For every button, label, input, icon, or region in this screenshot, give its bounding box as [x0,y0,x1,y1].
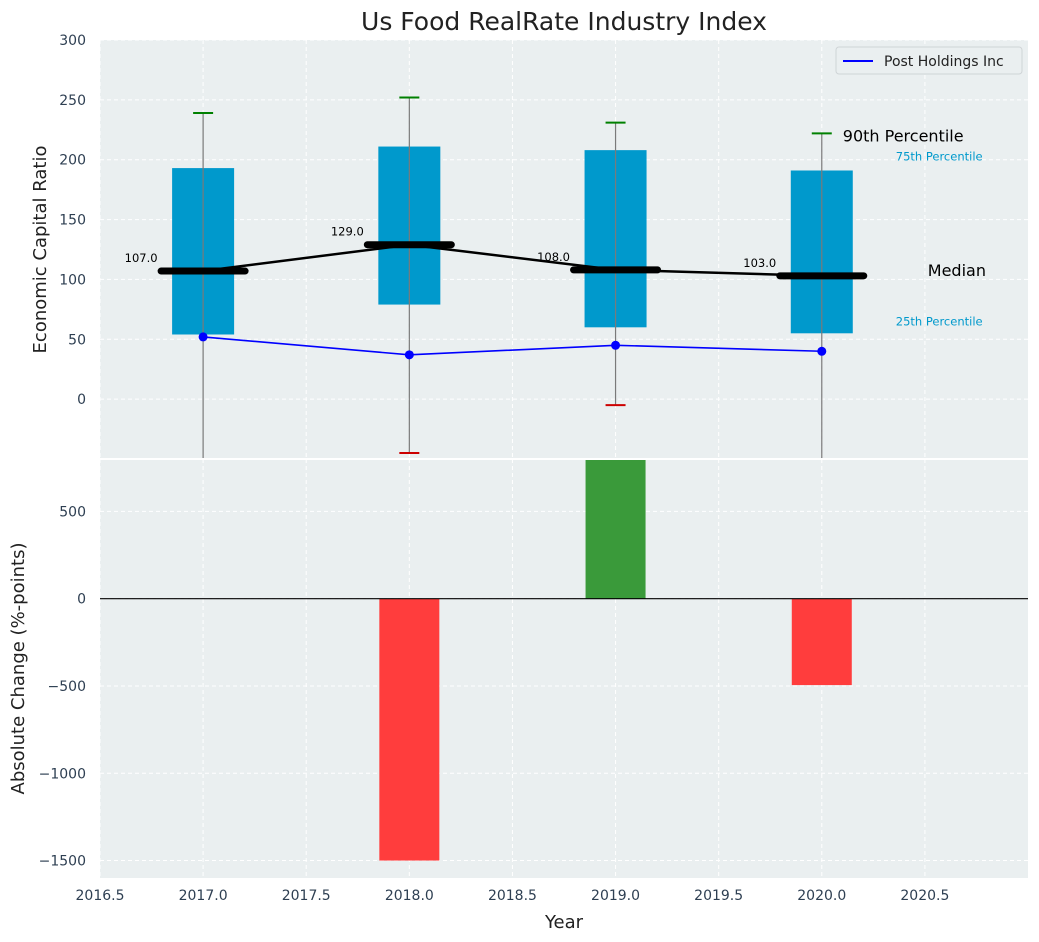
top-marks [157,96,868,459]
x-tick-label: 2019.0 [591,888,640,904]
x-tick-label: 2017.0 [179,888,228,904]
bottom-y-tick-label: 0 [77,592,86,608]
top-y-axis-label: Economic Capital Ratio [30,146,51,354]
bottom-plot-area [100,459,1028,878]
x-axis-label: Year [544,912,584,933]
series-line-post-holdings [203,336,822,356]
median-value-label-2019: 108.0 [537,250,570,264]
bottom-y-tick-label: −500 [48,679,86,695]
legend: Post Holdings Inc [835,46,1023,75]
top-plot-area [100,40,1028,459]
top-y-tick-label: 300 [59,33,86,49]
chart-title: Us Food RealRate Industry Index [361,7,767,36]
legend-box [835,46,1023,75]
bottom-y-tick-label: 500 [59,504,86,520]
median-value-label-2020: 103.0 [743,256,776,270]
top-y-tick-label: 50 [68,332,86,348]
x-tick-label: 2017.5 [282,888,331,904]
x-tick-label: 2020.5 [900,888,949,904]
annotation-25th: 25th Percentile [896,314,983,328]
series-point-2018 [404,350,414,360]
median-line [202,243,822,278]
annotation-90th: 90th Percentile [843,126,964,145]
top-y-tick-label: 200 [59,153,86,169]
series-point-2019 [611,340,621,350]
annotation-75th: 75th Percentile [896,149,983,163]
bottom-y-tick-label: −1500 [39,854,86,870]
series-point-2017 [198,332,208,342]
bottom-y-tick-label: −1000 [39,766,86,782]
median-value-label-2017: 107.0 [125,251,158,265]
median-value-label-2018: 129.0 [331,225,364,239]
top-y-tick-label: 100 [59,272,86,288]
top-y-tick-label: 150 [59,213,86,229]
x-tick-label: 2018.5 [488,888,537,904]
change-bar-2019 [585,459,646,599]
top-y-tick-label: 250 [59,93,86,109]
top-y-tick-label: 0 [77,392,86,408]
change-bar-2020 [791,598,852,686]
x-tick-label: 2016.5 [76,888,125,904]
bottom-y-axis-label: Absolute Change (%-points) [8,543,29,795]
x-tick-label: 2019.5 [694,888,743,904]
annotation-median: Median [928,261,986,280]
x-tick-label: 2020.0 [797,888,846,904]
legend-label-post-holdings: Post Holdings Inc [884,54,1004,70]
change-bar-2018 [379,598,440,861]
series-point-2020 [817,346,827,356]
x-tick-label: 2018.0 [385,888,434,904]
